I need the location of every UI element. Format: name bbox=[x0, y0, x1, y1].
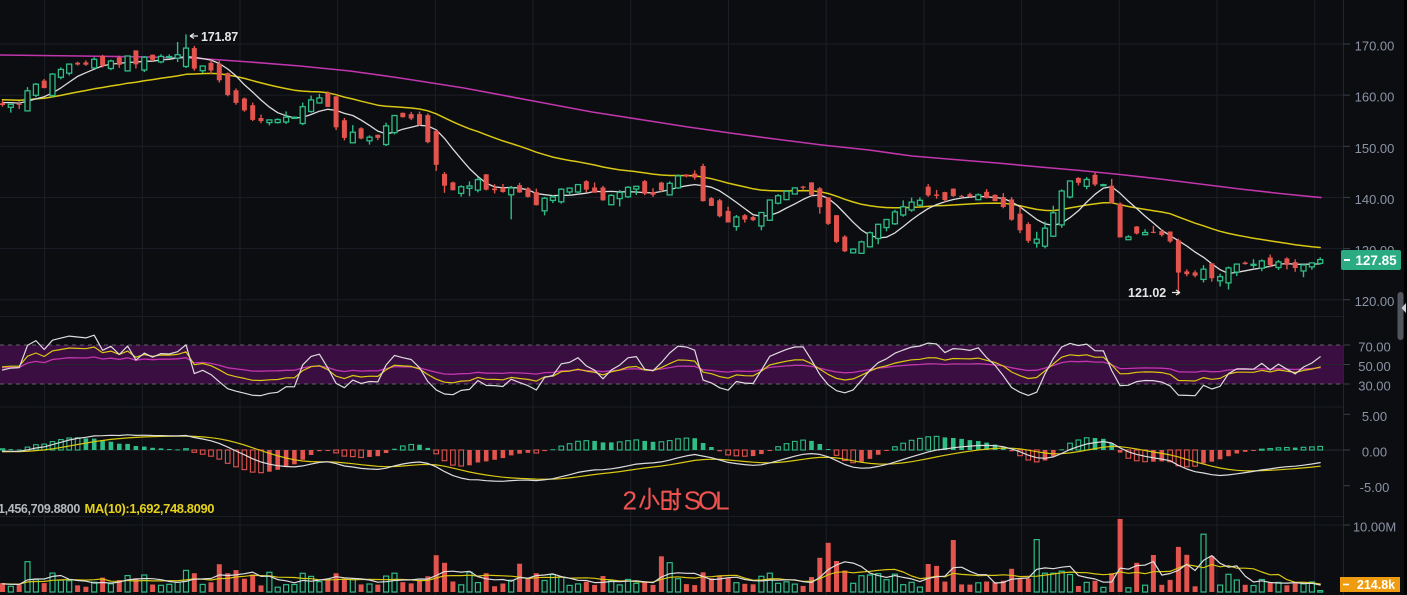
svg-text:120.00: 120.00 bbox=[1355, 294, 1395, 309]
svg-text:214.8k: 214.8k bbox=[1357, 578, 1395, 592]
svg-text:121.02: 121.02 bbox=[1128, 286, 1166, 300]
svg-text:5.00: 5.00 bbox=[1362, 409, 1387, 424]
svg-text:2: 2 bbox=[623, 486, 637, 516]
svg-text:50.00: 50.00 bbox=[1358, 359, 1391, 374]
svg-text:70.00: 70.00 bbox=[1358, 340, 1391, 355]
svg-text:150.00: 150.00 bbox=[1355, 141, 1395, 156]
svg-text:160.00: 160.00 bbox=[1355, 90, 1395, 105]
svg-text:171.87: 171.87 bbox=[201, 30, 238, 44]
svg-text:SOL: SOL bbox=[684, 486, 730, 516]
svg-text:1,456,709.8800: 1,456,709.8800 bbox=[0, 502, 80, 516]
svg-text:MA(10):1,692,748.8090: MA(10):1,692,748.8090 bbox=[85, 501, 215, 516]
svg-text:-5.00: -5.00 bbox=[1360, 480, 1390, 495]
svg-text:0.00: 0.00 bbox=[1362, 445, 1387, 460]
svg-text:140.00: 140.00 bbox=[1355, 192, 1395, 207]
svg-text:127.85: 127.85 bbox=[1355, 253, 1397, 268]
svg-text:10.00M: 10.00M bbox=[1353, 520, 1396, 535]
svg-text:30.00: 30.00 bbox=[1358, 379, 1391, 394]
svg-text:170.00: 170.00 bbox=[1355, 39, 1395, 54]
